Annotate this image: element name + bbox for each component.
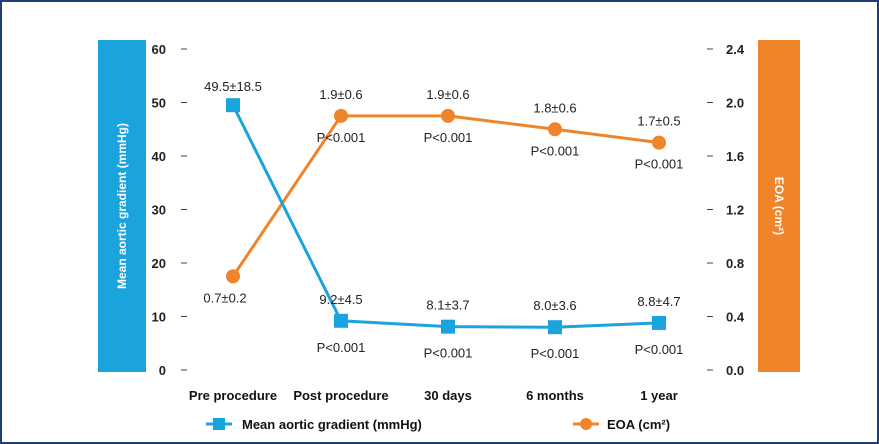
eoa-point xyxy=(441,108,455,123)
gradient-p-label: P<0.001 xyxy=(424,346,473,361)
right-tick-label: 2.4 xyxy=(726,42,745,57)
gradient-value-label: 9.2±4.5 xyxy=(319,292,362,307)
gradient-point xyxy=(652,315,666,330)
left-tick-label: 40 xyxy=(152,149,166,164)
eoa-value-label: 0.7±0.2 xyxy=(203,290,246,305)
legend-gradient-marker xyxy=(213,418,225,430)
gradient-value-label: 8.0±3.6 xyxy=(533,298,576,313)
left-tick-label: 50 xyxy=(152,96,166,111)
gradient-value-label: 8.8±4.7 xyxy=(637,294,680,309)
series-layer xyxy=(226,98,666,335)
x-category-label: 1 year xyxy=(640,388,678,403)
eoa-p-label: P<0.001 xyxy=(531,143,580,158)
eoa-p-label: P<0.001 xyxy=(635,157,684,172)
eoa-point xyxy=(226,269,240,284)
left-axis-label: Mean aortic gradient (mmHg) xyxy=(115,123,129,289)
left-tick-label: 60 xyxy=(152,42,166,57)
left-tick-label: 30 xyxy=(152,203,166,218)
right-tick-label: 2.0 xyxy=(726,96,744,111)
x-category-label: 30 days xyxy=(424,388,472,403)
eoa-point xyxy=(334,108,348,123)
eoa-value-label: 1.7±0.5 xyxy=(637,114,680,129)
legend-gradient-label: Mean aortic gradient (mmHg) xyxy=(242,417,422,432)
x-category-label: Post procedure xyxy=(293,388,388,403)
right-tick-label: 1.6 xyxy=(726,149,744,164)
legend: Mean aortic gradient (mmHg) EOA (cm²) xyxy=(206,417,670,432)
gradient-p-label: P<0.001 xyxy=(635,342,684,357)
eoa-value-label: 1.9±0.6 xyxy=(426,87,469,102)
legend-eoa-label: EOA (cm²) xyxy=(607,417,670,432)
eoa-value-label: 1.8±0.6 xyxy=(533,100,576,115)
gradient-point xyxy=(226,98,240,113)
right-tick-label: 0.0 xyxy=(726,363,744,378)
eoa-point xyxy=(652,135,666,150)
gradient-point xyxy=(441,319,455,334)
right-axis-ticks: 0.0 0.4 0.8 1.2 1.6 2.0 2.4 xyxy=(707,42,745,378)
right-tick-label: 1.2 xyxy=(726,203,744,218)
gradient-value-label: 8.1±3.7 xyxy=(426,298,469,313)
right-axis-label: EOA (cm²) xyxy=(772,177,786,235)
gradient-point xyxy=(548,320,562,335)
eoa-point xyxy=(548,122,562,137)
left-tick-label: 0 xyxy=(159,363,166,378)
left-tick-label: 20 xyxy=(152,256,166,271)
x-axis-categories: Pre procedure Post procedure 30 days 6 mont… xyxy=(189,388,678,403)
left-tick-label: 10 xyxy=(152,310,166,325)
x-category-label: Pre procedure xyxy=(189,388,277,403)
eoa-value-label: 1.9±0.6 xyxy=(319,87,362,102)
right-tick-label: 0.8 xyxy=(726,256,744,271)
gradient-point xyxy=(334,313,348,328)
gradient-p-label: P<0.001 xyxy=(531,346,580,361)
gradient-value-label: 49.5±18.5 xyxy=(204,79,262,94)
left-axis-ticks: 0 10 20 30 40 50 60 xyxy=(152,42,187,378)
eoa-p-label: P<0.001 xyxy=(317,130,366,145)
right-axis-band xyxy=(758,40,800,372)
x-category-label: 6 months xyxy=(526,388,584,403)
right-tick-label: 0.4 xyxy=(726,310,745,325)
left-axis-band xyxy=(98,40,146,372)
legend-eoa-marker xyxy=(580,418,592,430)
data-labels-layer: 49.5±18.5 9.2±4.5 8.1±3.7 8.0±3.6 8.8±4.7 P<0… xyxy=(203,79,683,361)
eoa-p-label: P<0.001 xyxy=(424,130,473,145)
gradient-p-label: P<0.001 xyxy=(317,340,366,355)
